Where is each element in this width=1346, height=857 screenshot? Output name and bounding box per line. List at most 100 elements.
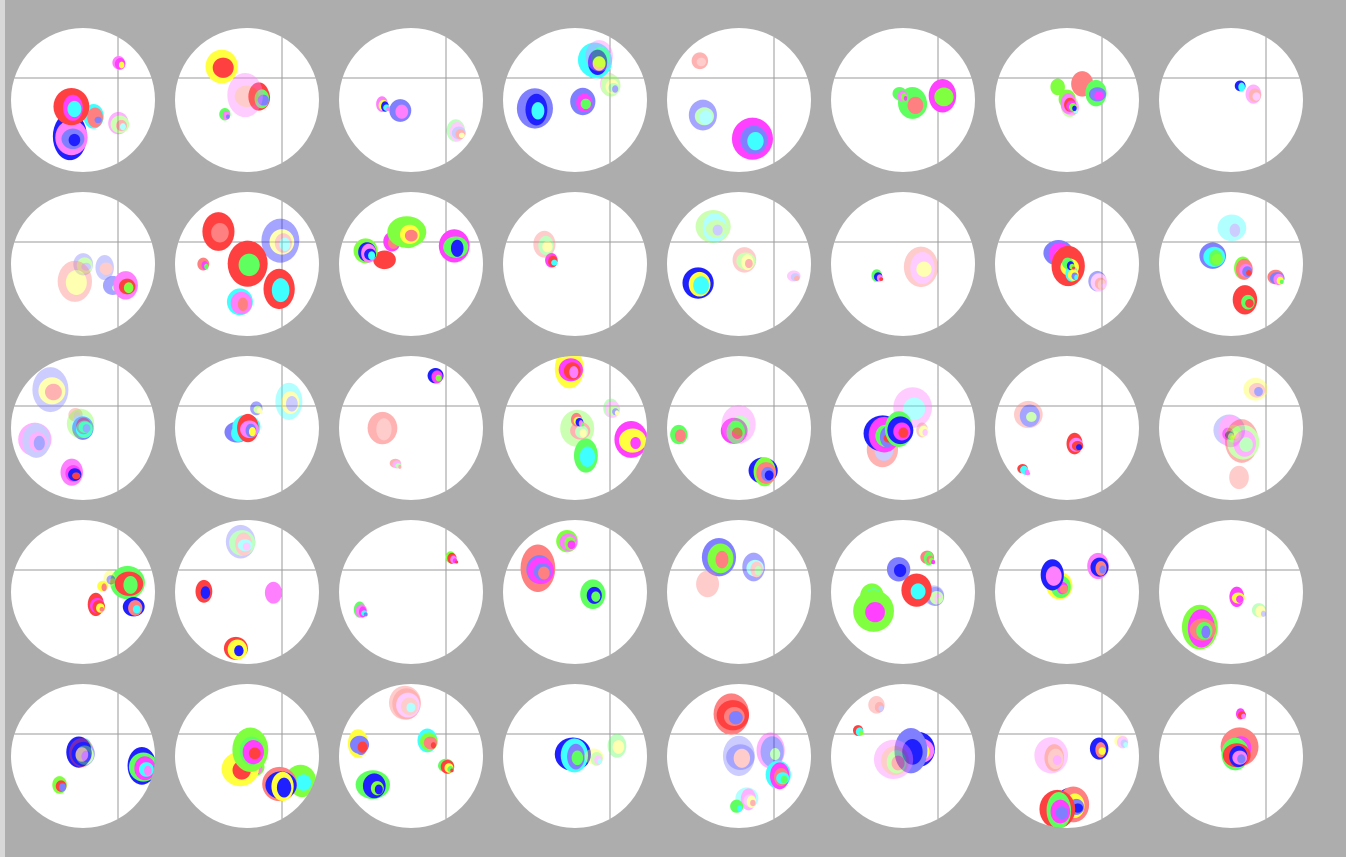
blob-layer — [261, 97, 269, 106]
stereo-plot — [995, 684, 1139, 828]
blob — [1066, 432, 1084, 455]
blob — [894, 727, 928, 774]
blob-layer — [454, 560, 459, 564]
plot-content — [175, 520, 319, 664]
plot-content — [11, 356, 155, 500]
blob-layer — [1258, 607, 1266, 618]
blob — [250, 401, 263, 416]
blob — [1234, 256, 1253, 280]
blob-layer — [1052, 755, 1062, 766]
plot-disc — [339, 192, 483, 336]
blob-layer — [395, 463, 402, 469]
blob-layer — [234, 645, 244, 657]
blob-layer — [746, 795, 757, 808]
blob-layer — [918, 425, 929, 437]
blob-layer — [1045, 566, 1062, 586]
stereo-plot — [995, 520, 1139, 664]
blob-layer — [597, 758, 602, 765]
plot-content — [503, 520, 647, 664]
stereo-plot — [175, 28, 319, 172]
blob-layer — [1248, 88, 1262, 103]
blob — [103, 570, 116, 587]
blob-layer — [237, 297, 248, 311]
blob-layer — [458, 132, 465, 139]
blob — [66, 736, 92, 768]
plot-disc — [995, 356, 1139, 500]
blob — [248, 82, 271, 111]
blob — [688, 99, 717, 131]
stereo-plot — [339, 684, 483, 828]
blob-layer — [934, 593, 942, 605]
blob-layer — [451, 126, 466, 140]
blob — [554, 737, 591, 773]
plot-content — [11, 684, 155, 828]
blob-layer — [1227, 424, 1260, 460]
blob — [1088, 270, 1108, 292]
plot-content — [667, 356, 811, 500]
blob-layer — [400, 697, 418, 716]
blob-layer — [44, 383, 62, 401]
blob-layer — [599, 72, 619, 96]
blob-layer — [584, 748, 604, 765]
blob-layer — [389, 458, 401, 468]
plot-content — [339, 684, 483, 828]
blob-layer — [871, 700, 885, 712]
blob-layer — [1094, 90, 1104, 101]
blob-layer — [754, 565, 762, 576]
blob-layer — [612, 408, 619, 416]
blob-layer — [533, 230, 556, 258]
blob-layer — [614, 410, 620, 416]
blob-layer — [69, 738, 95, 768]
blob-layer — [227, 72, 263, 118]
blob — [787, 270, 801, 282]
blob-layer — [916, 422, 928, 438]
blob-layer — [612, 85, 619, 93]
blob — [18, 422, 52, 458]
stereo-plot — [1159, 520, 1303, 664]
blob-layer — [780, 775, 788, 784]
blob-layer — [571, 750, 584, 766]
blob-layer — [787, 270, 801, 282]
blob — [445, 551, 459, 564]
stereo-plot — [339, 192, 483, 336]
blob — [520, 544, 556, 592]
stereo-plot — [339, 520, 483, 664]
blob-layer — [688, 99, 717, 131]
blob-layer — [123, 575, 138, 594]
blob-layer — [396, 692, 420, 718]
plot-disc — [339, 356, 483, 500]
blob-layer — [1213, 414, 1246, 446]
blob — [722, 735, 755, 777]
blob-layer — [1260, 610, 1266, 617]
blob — [195, 579, 213, 603]
blob — [713, 693, 750, 735]
stereo-plot — [667, 356, 811, 500]
plot-disc — [339, 520, 483, 664]
blob-layer — [790, 273, 800, 282]
blob-layer — [585, 40, 613, 72]
blob — [1251, 603, 1266, 618]
plot-disc — [1159, 192, 1303, 336]
blob-layer — [68, 133, 81, 147]
blob-layer — [1074, 274, 1079, 281]
blob-layer — [1239, 437, 1253, 452]
blob-layer — [1251, 603, 1266, 618]
blob-layer — [731, 427, 743, 439]
blob-layer — [579, 446, 596, 467]
blob — [1267, 269, 1285, 286]
blob-layer — [1040, 740, 1066, 773]
blob — [599, 72, 621, 97]
blob-layer — [248, 426, 256, 437]
blob-layer — [218, 62, 231, 76]
blob-layer — [71, 414, 93, 435]
blob-layer — [123, 282, 134, 294]
blob — [607, 733, 627, 758]
blob-layer — [234, 85, 259, 108]
blob — [731, 117, 774, 160]
blob — [580, 579, 606, 610]
blob — [928, 78, 957, 113]
stereo-plot — [995, 356, 1139, 500]
blob — [261, 218, 300, 263]
blob-layer — [1013, 400, 1043, 429]
